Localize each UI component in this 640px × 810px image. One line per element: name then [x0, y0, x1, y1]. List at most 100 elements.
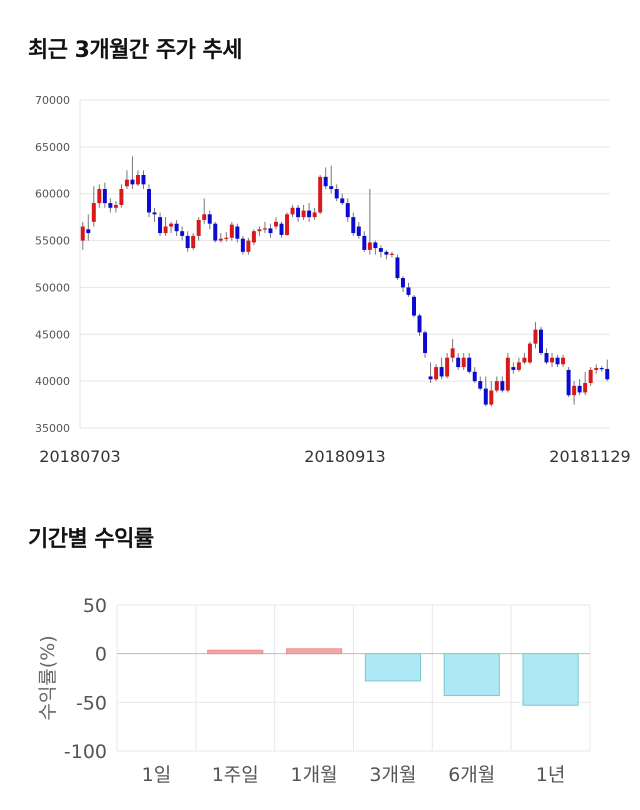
candle-series: [80, 156, 610, 407]
candle-body: [301, 210, 306, 218]
candle-body: [594, 368, 599, 370]
candle-y-tick-label: 35000: [35, 422, 70, 435]
candle-body: [274, 221, 278, 227]
candle-body: [599, 368, 604, 370]
candle-body: [561, 357, 566, 365]
candle-body: [489, 390, 494, 405]
candle-body: [472, 371, 477, 382]
candle-body: [395, 257, 400, 279]
candle-body: [262, 228, 267, 230]
candle-body: [130, 179, 135, 185]
candle-body: [158, 217, 163, 234]
bar-x-axis: 1일 1주일 1개월 3개월 6개월 1년: [142, 764, 566, 786]
candle-y-tick-label: 55000: [35, 235, 70, 248]
candle-body: [572, 385, 577, 396]
bar-series: [207, 648, 579, 706]
candle-body: [213, 223, 218, 241]
candle-y-axis: 70000 65000 60000 55000 50000 45000 40000 35000: [35, 94, 70, 435]
candle-body: [340, 198, 345, 204]
return-bar: [443, 653, 500, 697]
candle-body: [268, 228, 273, 234]
candle-body: [588, 369, 593, 384]
bar-y-axis-label: 수익률(%): [37, 635, 59, 720]
candle-body: [400, 278, 405, 288]
candle-body: [505, 357, 510, 391]
candle-body: [550, 357, 555, 363]
candle-body: [108, 203, 113, 208]
candle-body: [373, 242, 378, 249]
return-bar: [207, 649, 264, 655]
candle-body: [279, 223, 284, 235]
candle-body: [296, 207, 301, 218]
candle-y-tick-label: 45000: [35, 328, 70, 341]
candlestick-chart: 70000 65000 60000 55000 50000 45000 40000 35000…: [35, 94, 631, 466]
candle-body: [285, 214, 290, 235]
return-bar: [364, 653, 422, 682]
candle-x-tick-label: 20180913: [304, 447, 385, 466]
candle-body: [456, 357, 461, 368]
candle-body: [163, 226, 168, 234]
period-returns-title: 기간별 수익률: [28, 527, 154, 552]
candle-y-tick-label: 60000: [35, 188, 70, 201]
candle-body: [318, 176, 323, 213]
candle-body: [439, 367, 444, 377]
candle-body: [577, 385, 582, 393]
candle-body: [124, 179, 129, 187]
candle-body: [522, 357, 527, 363]
candle-body: [80, 226, 85, 241]
candle-body: [91, 203, 96, 222]
candle-body: [461, 357, 466, 368]
candle-body: [389, 253, 394, 255]
candle-body: [202, 214, 207, 220]
candle-body: [566, 369, 571, 396]
candle-body: [174, 223, 179, 232]
candle-body: [147, 189, 151, 213]
bar-grid: [116, 604, 591, 752]
candle-body: [141, 174, 146, 185]
candle-body: [102, 189, 107, 204]
candle-body: [207, 214, 212, 224]
candle-body: [329, 186, 334, 190]
candle-body: [367, 242, 372, 250]
candle-body: [235, 226, 240, 239]
candle-body: [224, 237, 229, 239]
candle-body: [417, 315, 422, 333]
bar-x-tick-label: 1개월: [291, 764, 338, 786]
bar-x-tick-label: 1년: [536, 764, 566, 786]
candle-body: [312, 212, 317, 218]
candle-body: [605, 368, 610, 380]
price-trend-title: 최근 3개월간 주가 추세: [28, 38, 242, 63]
candle-body: [467, 357, 472, 372]
candle-body: [185, 235, 190, 249]
candle-body: [406, 287, 411, 295]
candle-body: [478, 381, 483, 389]
candle-body: [583, 383, 588, 393]
candle-body: [229, 224, 234, 238]
return-bar: [285, 648, 343, 655]
candle-y-tick-label: 50000: [35, 281, 70, 294]
candle-body: [196, 219, 201, 236]
bar-y-tick-label: 50: [83, 595, 107, 617]
bar-y-axis: 50 0 -50 -100: [64, 595, 107, 763]
bar-y-tick-label: -50: [76, 692, 107, 714]
candle-body: [113, 204, 118, 208]
candle-body: [152, 212, 157, 215]
bar-y-tick-label: -100: [64, 741, 107, 763]
candle-body: [356, 226, 361, 236]
candle-body: [450, 348, 455, 358]
candle-grid: [79, 99, 610, 429]
candle-body: [378, 248, 383, 252]
candle-body: [97, 189, 102, 204]
candle-body: [428, 376, 433, 380]
candle-x-tick-label: 20181129: [549, 447, 630, 466]
candle-body: [494, 381, 499, 391]
candle-body: [169, 223, 174, 227]
return-bar: [522, 653, 579, 706]
candle-y-tick-label: 70000: [35, 94, 70, 107]
candle-body: [334, 189, 339, 199]
candle-body: [323, 176, 328, 187]
candle-y-tick-label: 40000: [35, 375, 70, 388]
candle-body: [527, 343, 532, 363]
candle-body: [445, 357, 450, 377]
candle-body: [533, 329, 538, 344]
